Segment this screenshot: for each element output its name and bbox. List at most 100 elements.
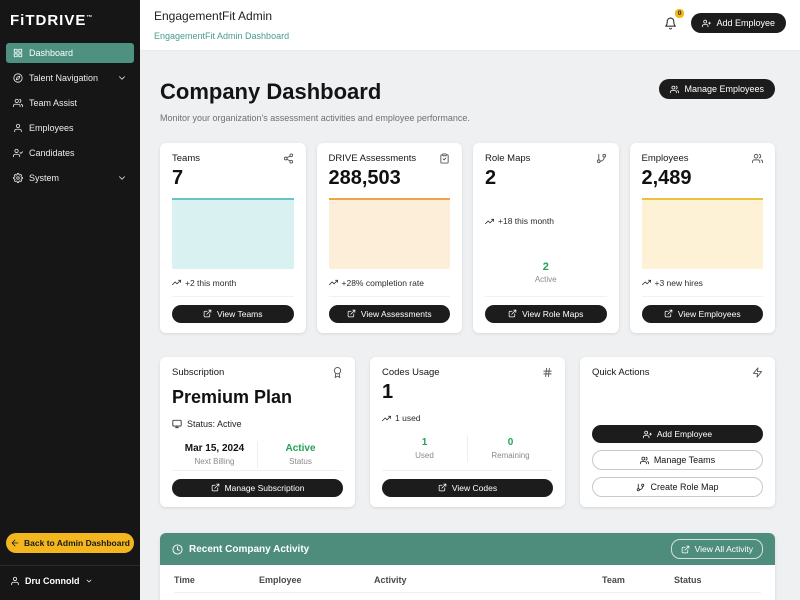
activity-title: Recent Company Activity <box>172 544 309 555</box>
chevron-down-icon <box>117 73 127 83</box>
trending-up-icon <box>172 278 181 287</box>
codes-count: 1 <box>382 381 394 403</box>
column-time: Time <box>174 575 195 585</box>
sidebar: FiTDRIVE™ Dashboard Talent Navigation Te… <box>0 0 140 600</box>
sidebar-item-employees[interactable]: Employees <box>6 118 134 138</box>
compass-icon <box>13 73 23 83</box>
card-title: Subscription <box>172 367 225 378</box>
sidebar-item-talent-navigation[interactable]: Talent Navigation <box>6 68 134 88</box>
sidebar-bottom: Back to Admin Dashboard <box>0 533 140 553</box>
clipboard-check-icon <box>439 153 450 164</box>
user-icon <box>13 123 23 133</box>
sidebar-item-label: System <box>29 173 60 183</box>
trending-up-icon <box>382 414 391 423</box>
card-title: DRIVE Assessments <box>328 153 417 164</box>
monitor-icon <box>172 419 182 429</box>
user-menu[interactable]: Dru Connold <box>0 565 140 600</box>
users-icon <box>639 456 649 465</box>
header-right: 0 Add Employee <box>664 8 786 33</box>
codes-remaining-stat: 0 Remaining <box>467 435 553 462</box>
add-employee-button[interactable]: Add Employee <box>691 13 786 33</box>
sidebar-item-candidates[interactable]: Candidates <box>6 143 134 163</box>
user-plus-icon <box>702 19 712 28</box>
external-link-icon <box>347 309 356 318</box>
teams-count: 7 <box>172 167 184 189</box>
employees-trend: +3 new hires <box>641 278 764 288</box>
remaining-label: Remaining <box>491 451 530 460</box>
users-icon <box>670 85 680 94</box>
employees-sparkline-chart <box>641 198 763 269</box>
role-maps-trend: +18 this month <box>485 216 607 226</box>
manage-employees-button[interactable]: Manage Employees <box>659 79 775 99</box>
view-role-maps-button[interactable]: View Role Maps <box>485 304 607 323</box>
user-avatar-icon <box>10 576 20 586</box>
next-billing-stat: Mar 15, 2024 Next Billing <box>172 441 257 468</box>
quick-add-employee-button[interactable]: Add Employee <box>592 425 763 443</box>
sidebar-item-system[interactable]: System <box>6 168 134 188</box>
award-icon <box>332 367 343 378</box>
subscription-stats: Mar 15, 2024 Next Billing Active Status <box>172 441 343 468</box>
logo-part2: DRIVE <box>35 12 87 29</box>
sidebar-item-dashboard[interactable]: Dashboard <box>6 43 134 63</box>
logo-part1: FiT <box>10 12 36 29</box>
notification-bell-icon[interactable]: 0 <box>664 8 685 30</box>
breadcrumb[interactable]: EngagementFit Admin Dashboard <box>154 31 290 41</box>
user-check-icon <box>13 148 23 158</box>
sitemap-icon <box>596 153 607 164</box>
activity-table: Time Employee Activity Team Status <box>160 565 775 600</box>
column-team: Team <box>602 575 625 585</box>
remaining-value: 0 <box>507 437 514 448</box>
view-teams-button[interactable]: View Teams <box>172 304 294 323</box>
teams-trend: +2 this month <box>172 278 294 288</box>
notification-badge: 0 <box>674 8 685 18</box>
employees-count: 2,489 <box>641 167 692 189</box>
view-codes-button[interactable]: View Codes <box>382 478 553 497</box>
sidebar-item-label: Team Assist <box>29 98 78 108</box>
codes-used-stat: 1 Used <box>382 435 467 462</box>
page-title: Company Dashboard <box>160 79 382 104</box>
codes-stats: 1 Used 0 Remaining <box>382 435 553 462</box>
quick-actions-card: Quick Actions Add Employee Manage Teams <box>580 357 775 507</box>
chevron-down-icon <box>117 173 127 183</box>
main-column: EngagementFit Admin EngagementFit Admin … <box>140 0 800 600</box>
assessments-count: 288,503 <box>328 167 401 189</box>
users-icon <box>13 98 23 108</box>
clock-icon <box>172 543 183 555</box>
external-link-icon <box>664 309 673 318</box>
users-icon <box>752 153 763 164</box>
sitemap-icon <box>636 483 645 492</box>
column-status: Status <box>674 575 702 585</box>
activity-table-header: Time Employee Activity Team Status <box>174 575 761 593</box>
assessments-trend: +28% completion rate <box>328 278 451 288</box>
view-all-activity-button[interactable]: View All Activity <box>670 539 763 559</box>
column-employee: Employee <box>259 575 302 585</box>
view-assessments-button[interactable]: View Assessments <box>328 304 450 323</box>
sidebar-item-team-assist[interactable]: Team Assist <box>6 93 134 113</box>
back-to-admin-dashboard-button[interactable]: Back to Admin Dashboard <box>6 533 134 553</box>
network-share-icon <box>283 153 294 164</box>
user-plus-icon <box>642 430 652 439</box>
card-title: Role Maps <box>485 153 531 164</box>
quick-create-role-map-button[interactable]: Create Role Map <box>592 477 763 497</box>
card-title: Quick Actions <box>592 367 650 378</box>
page-content: Company Dashboard Monitor your organizat… <box>140 51 800 600</box>
user-name: Dru Connold <box>25 576 80 586</box>
plan-name: Premium Plan <box>172 387 293 407</box>
quick-manage-teams-button[interactable]: Manage Teams <box>592 450 763 470</box>
status-label: Status <box>289 457 312 466</box>
view-employees-button[interactable]: View Employees <box>641 304 763 323</box>
trending-up-icon <box>485 217 494 226</box>
gear-icon <box>13 173 23 183</box>
manage-subscription-button[interactable]: Manage Subscription <box>172 478 343 497</box>
lightning-bolt-icon <box>752 367 763 378</box>
used-value: 1 <box>421 437 428 448</box>
card-title: Employees <box>641 153 689 164</box>
sidebar-item-label: Employees <box>29 123 74 133</box>
next-billing-value: Mar 15, 2024 <box>184 443 245 454</box>
stat-card-role-maps: Role Maps 2 +18 this month 2 Active <box>473 143 619 333</box>
card-title: Codes Usage <box>382 367 440 378</box>
activity-header: Recent Company Activity View All Activit… <box>160 533 775 565</box>
external-link-icon <box>211 483 220 492</box>
brand-logo: FiTDRIVE™ <box>0 0 140 37</box>
